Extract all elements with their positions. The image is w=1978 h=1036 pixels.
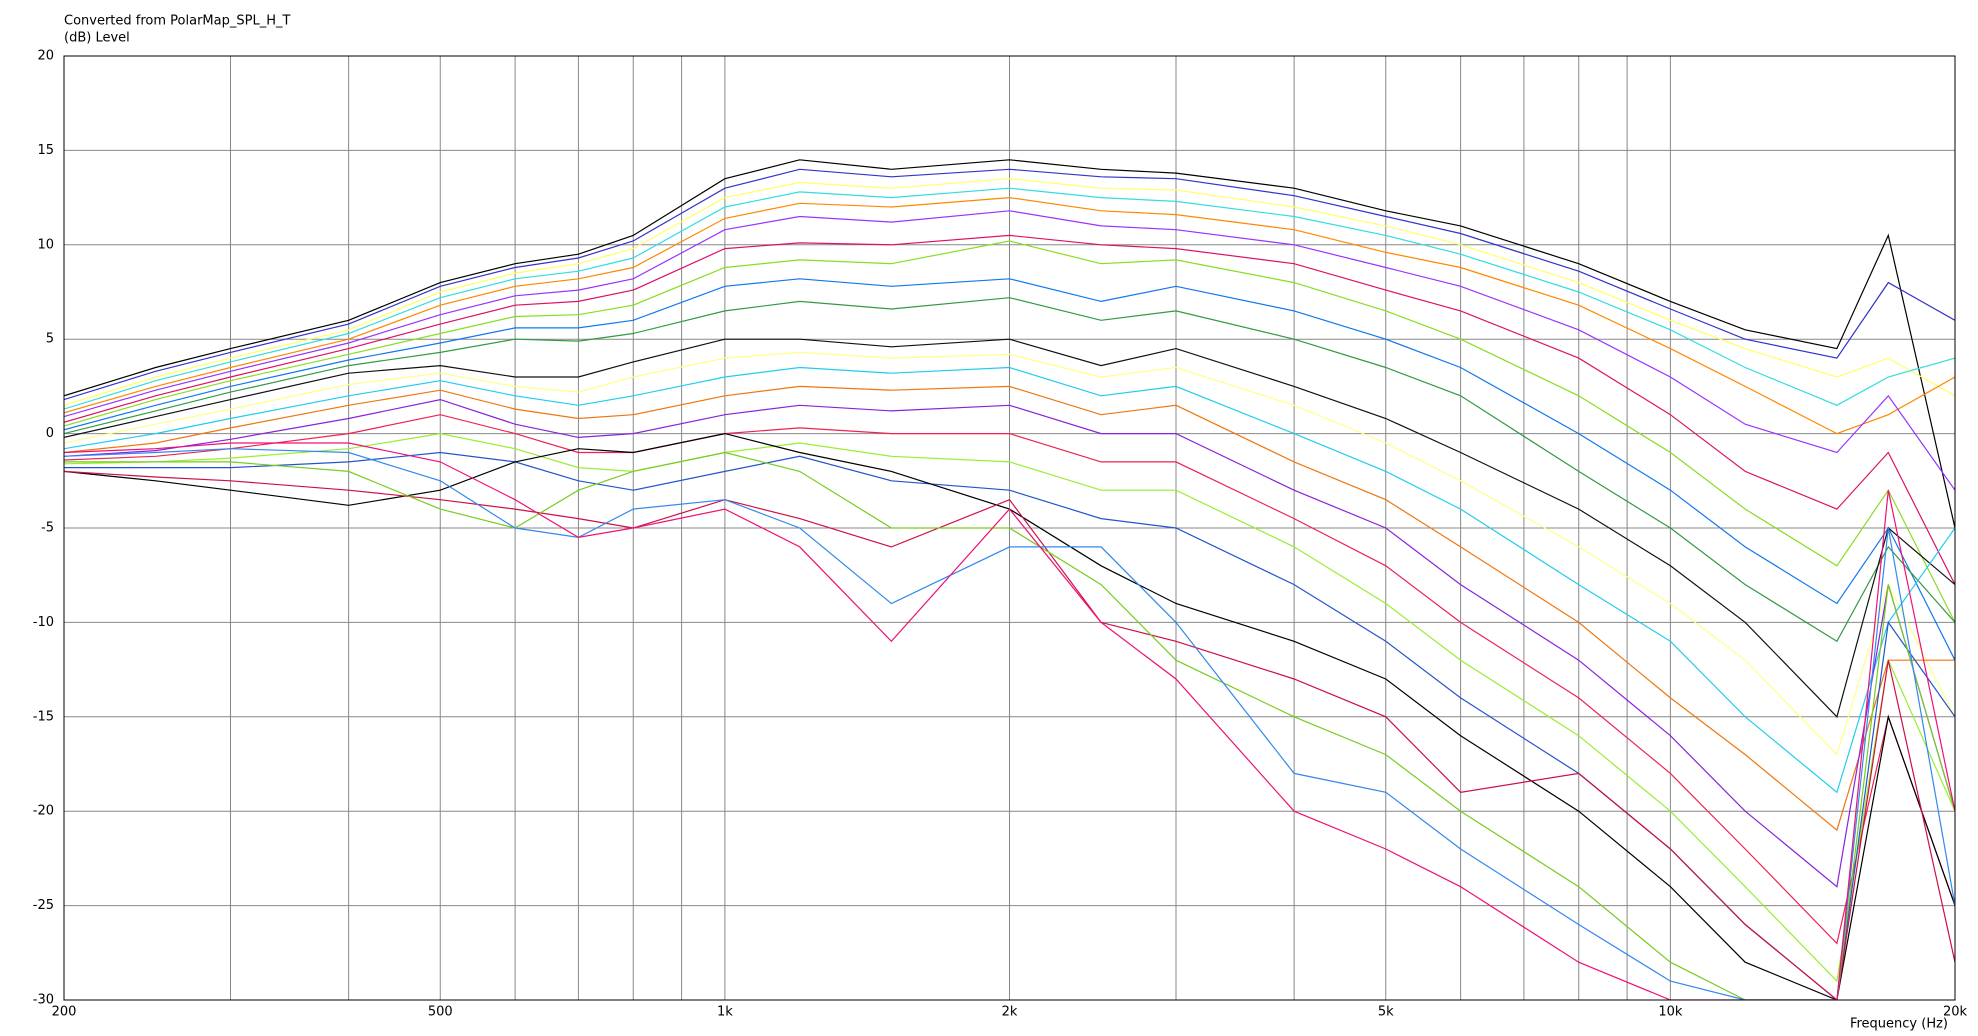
plot-lines (64, 159, 1955, 1000)
series-line (64, 297, 1955, 643)
series-line (64, 168, 1955, 401)
series-line (64, 178, 1955, 406)
series-line (64, 210, 1955, 491)
series-line (64, 385, 1955, 832)
chart-title: Converted from PolarMap_SPL_H_T (64, 14, 290, 29)
y-tick-label: -30 (33, 993, 54, 1008)
x-tick-label: 20k (1943, 1005, 1968, 1020)
y-tick-label: -15 (33, 709, 54, 724)
x-tick-label: 10k (1658, 1005, 1683, 1020)
series-line (64, 366, 1955, 794)
x-axis-label: Frequency (Hz) (1850, 1017, 1948, 1032)
series-line (64, 414, 1955, 945)
series-line (64, 240, 1955, 623)
x-tick-label: 500 (428, 1005, 453, 1020)
series-line (64, 448, 1955, 1000)
series-line (64, 187, 1955, 410)
y-tick-label: -10 (33, 615, 54, 630)
series-line (64, 338, 1955, 718)
x-tick-label: 2k (1002, 1005, 1018, 1020)
series-line (64, 442, 1955, 1000)
y-tick-label: 5 (46, 332, 54, 347)
y-tick-label: -5 (41, 521, 54, 536)
y-tick-label: -20 (33, 804, 54, 819)
series-line (64, 398, 1955, 888)
y-tick-label: 10 (37, 237, 54, 252)
x-tick-label: 5k (1378, 1005, 1394, 1020)
x-tick-label: 200 (52, 1005, 77, 1020)
series-line (64, 451, 1955, 1000)
y-tick-label: -25 (33, 898, 54, 913)
y-tick-label: 0 (46, 426, 54, 441)
x-tick-label: 1k (717, 1005, 733, 1020)
plot-frame (63, 55, 1956, 1001)
y-axis-label: (dB) Level (64, 31, 130, 46)
series-line (64, 351, 1955, 756)
series-line (64, 278, 1955, 661)
y-tick-label: 20 (37, 49, 54, 64)
series-line (64, 196, 1955, 435)
y-tick-label: 15 (37, 143, 54, 158)
series-line (64, 159, 1955, 529)
series-line (64, 234, 1955, 585)
series-line (64, 432, 1955, 983)
